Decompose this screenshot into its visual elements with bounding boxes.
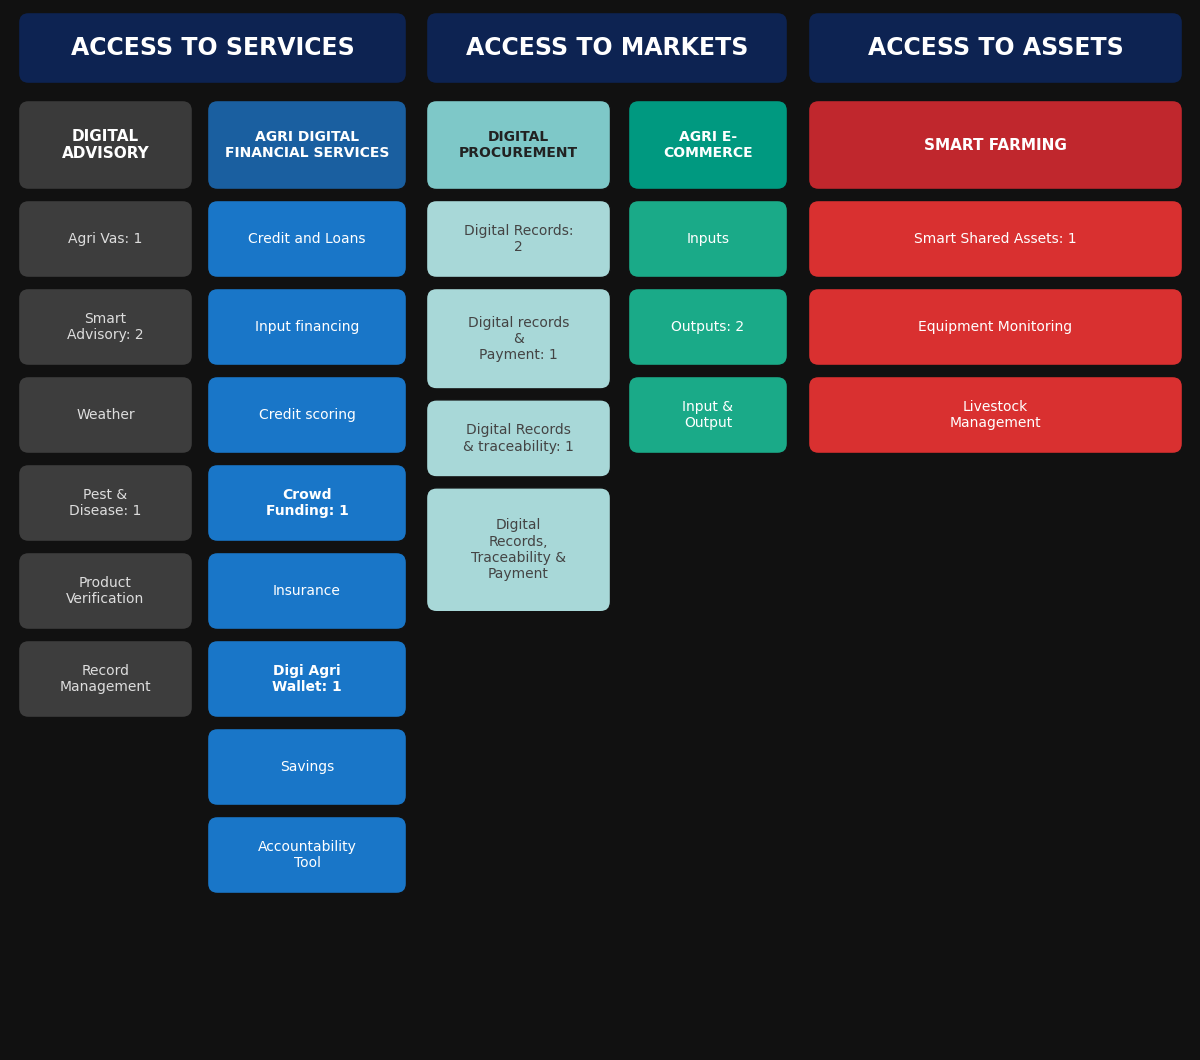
Text: Record
Management: Record Management bbox=[60, 664, 151, 694]
FancyBboxPatch shape bbox=[629, 376, 787, 454]
FancyBboxPatch shape bbox=[208, 376, 407, 454]
Text: Digital Records:
2: Digital Records: 2 bbox=[463, 224, 574, 254]
Text: Input &
Output: Input & Output bbox=[683, 400, 733, 430]
Text: Digital records
&
Payment: 1: Digital records & Payment: 1 bbox=[468, 316, 569, 361]
Text: Smart Shared Assets: 1: Smart Shared Assets: 1 bbox=[914, 232, 1076, 246]
Text: Digi Agri
Wallet: 1: Digi Agri Wallet: 1 bbox=[272, 664, 342, 694]
Text: Outputs: 2: Outputs: 2 bbox=[672, 320, 744, 334]
Text: Livestock
Management: Livestock Management bbox=[949, 400, 1042, 430]
FancyBboxPatch shape bbox=[426, 200, 611, 278]
Text: Product
Verification: Product Verification bbox=[66, 576, 145, 606]
FancyBboxPatch shape bbox=[426, 13, 787, 84]
Text: AGRI DIGITAL
FINANCIAL SERVICES: AGRI DIGITAL FINANCIAL SERVICES bbox=[224, 130, 389, 160]
Text: ACCESS TO ASSETS: ACCESS TO ASSETS bbox=[868, 36, 1123, 60]
FancyBboxPatch shape bbox=[18, 376, 192, 454]
Text: Weather: Weather bbox=[76, 408, 134, 422]
Text: Accountability
Tool: Accountability Tool bbox=[258, 840, 356, 870]
Text: Inputs: Inputs bbox=[686, 232, 730, 246]
FancyBboxPatch shape bbox=[208, 200, 407, 278]
FancyBboxPatch shape bbox=[809, 13, 1182, 84]
FancyBboxPatch shape bbox=[809, 376, 1182, 454]
Text: Agri Vas: 1: Agri Vas: 1 bbox=[68, 232, 143, 246]
FancyBboxPatch shape bbox=[629, 288, 787, 366]
Text: Smart
Advisory: 2: Smart Advisory: 2 bbox=[67, 312, 144, 342]
FancyBboxPatch shape bbox=[18, 640, 192, 718]
Text: DIGITAL
PROCUREMENT: DIGITAL PROCUREMENT bbox=[458, 130, 578, 160]
Text: Digital
Records,
Traceability &
Payment: Digital Records, Traceability & Payment bbox=[470, 518, 566, 581]
FancyBboxPatch shape bbox=[208, 464, 407, 542]
FancyBboxPatch shape bbox=[208, 552, 407, 630]
FancyBboxPatch shape bbox=[18, 288, 192, 366]
FancyBboxPatch shape bbox=[18, 552, 192, 630]
Text: ACCESS TO SERVICES: ACCESS TO SERVICES bbox=[71, 36, 354, 60]
Text: AGRI E-
COMMERCE: AGRI E- COMMERCE bbox=[664, 130, 752, 160]
FancyBboxPatch shape bbox=[18, 101, 192, 190]
Text: Pest &
Disease: 1: Pest & Disease: 1 bbox=[70, 488, 142, 518]
FancyBboxPatch shape bbox=[208, 288, 407, 366]
Text: Digital Records
& traceability: 1: Digital Records & traceability: 1 bbox=[463, 423, 574, 454]
Text: Credit scoring: Credit scoring bbox=[258, 408, 355, 422]
Text: Input financing: Input financing bbox=[254, 320, 359, 334]
Text: Insurance: Insurance bbox=[274, 584, 341, 598]
FancyBboxPatch shape bbox=[18, 200, 192, 278]
FancyBboxPatch shape bbox=[809, 200, 1182, 278]
FancyBboxPatch shape bbox=[208, 816, 407, 894]
FancyBboxPatch shape bbox=[809, 288, 1182, 366]
Text: SMART FARMING: SMART FARMING bbox=[924, 138, 1067, 153]
FancyBboxPatch shape bbox=[208, 640, 407, 718]
FancyBboxPatch shape bbox=[18, 13, 407, 84]
FancyBboxPatch shape bbox=[426, 288, 611, 389]
Text: Credit and Loans: Credit and Loans bbox=[248, 232, 366, 246]
FancyBboxPatch shape bbox=[629, 200, 787, 278]
FancyBboxPatch shape bbox=[629, 101, 787, 190]
Text: ACCESS TO MARKETS: ACCESS TO MARKETS bbox=[466, 36, 748, 60]
FancyBboxPatch shape bbox=[208, 101, 407, 190]
FancyBboxPatch shape bbox=[426, 101, 611, 190]
Text: Savings: Savings bbox=[280, 760, 334, 774]
Text: DIGITAL
ADVISORY: DIGITAL ADVISORY bbox=[61, 129, 149, 161]
FancyBboxPatch shape bbox=[426, 488, 611, 612]
FancyBboxPatch shape bbox=[809, 101, 1182, 190]
Text: Crowd
Funding: 1: Crowd Funding: 1 bbox=[265, 488, 348, 518]
FancyBboxPatch shape bbox=[18, 464, 192, 542]
FancyBboxPatch shape bbox=[426, 400, 611, 477]
Text: Equipment Monitoring: Equipment Monitoring bbox=[918, 320, 1073, 334]
FancyBboxPatch shape bbox=[208, 728, 407, 806]
